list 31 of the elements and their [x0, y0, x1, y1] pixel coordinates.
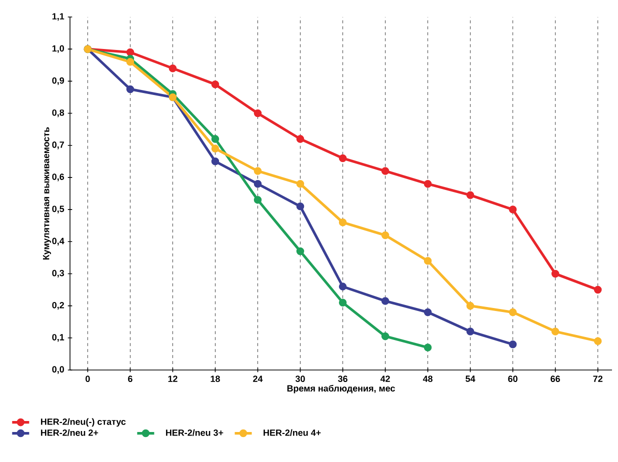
x-axis-title: Время наблюдения, мес — [287, 384, 395, 394]
x-tick-label: 12 — [168, 376, 178, 382]
legend-label: HER-2/neu 3+ — [166, 429, 224, 436]
x-tick-label: 60 — [508, 376, 518, 382]
y-tick-label: 0,6 — [52, 174, 64, 182]
y-tick-label: 1,0 — [52, 45, 64, 53]
y-tick-label: 0,5 — [52, 206, 64, 214]
y-tick-label: 0,8 — [52, 109, 64, 118]
x-tick-label: 18 — [210, 376, 220, 382]
y-tick-label: 0,7 — [52, 142, 64, 150]
x-tick-label: 24 — [253, 376, 263, 382]
y-tick-label: 0,1 — [52, 334, 64, 342]
legend-label: HER-2/neu 2+ — [41, 429, 98, 436]
x-tick-label: 30 — [295, 376, 305, 382]
x-tick-label: 48 — [422, 376, 433, 382]
x-tick-label: 66 — [550, 376, 560, 382]
x-tick-label: 6 — [128, 376, 132, 382]
y-tick-label: 0,0 — [52, 366, 64, 374]
legend-label: HER-2/neu 4+ — [264, 429, 321, 436]
legend-label: HER-2/neu(-) статус — [41, 418, 126, 427]
y-tick-label: 0,2 — [52, 302, 64, 310]
x-tick-label: 72 — [593, 376, 602, 382]
y-tick-label: 0,4 — [52, 238, 64, 246]
y-tick-label: 1,1 — [52, 13, 64, 21]
x-tick-label: 54 — [466, 376, 476, 382]
y-axis-title: Кумулятивная выживаемость — [42, 127, 52, 260]
x-tick-label: 0 — [86, 376, 90, 382]
y-tick-label: 0,3 — [52, 270, 64, 278]
x-tick-label: 42 — [380, 376, 390, 382]
x-tick-label: 36 — [338, 376, 348, 382]
y-tick-label: 0,9 — [52, 77, 64, 86]
